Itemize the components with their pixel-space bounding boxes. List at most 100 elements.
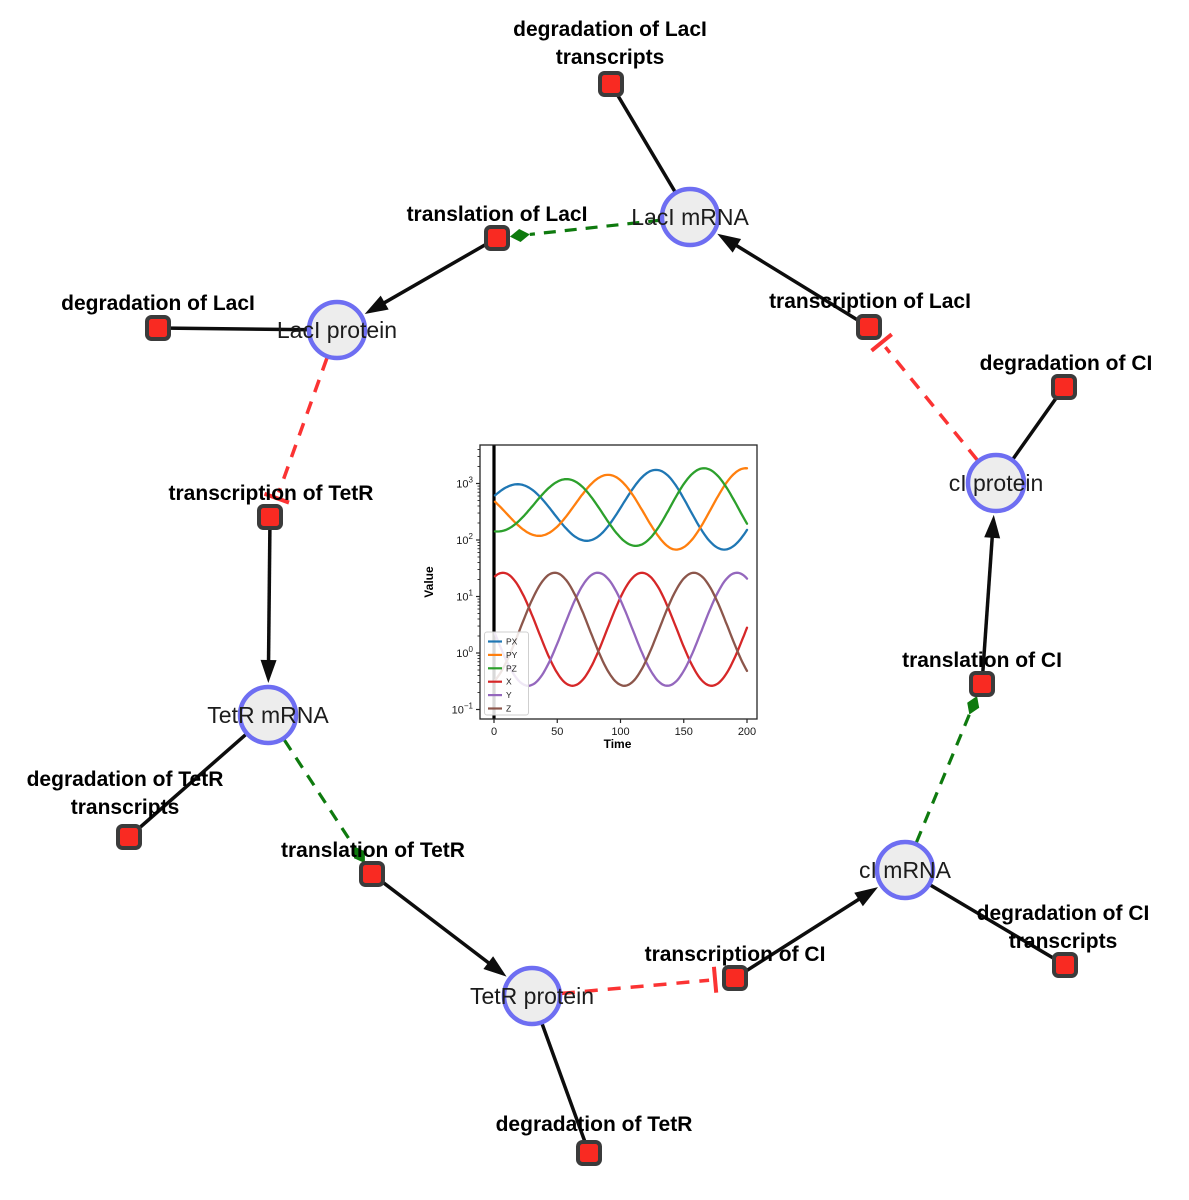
reaction-label-deg-ci-tx-line-0: degradation of CI <box>977 902 1150 925</box>
series-line-Z <box>493 571 749 687</box>
edge-trans-ci-to-ci-protein <box>980 531 995 685</box>
reaction-node-trans-ci <box>969 671 995 697</box>
reaction-node-deg-ci <box>1051 374 1077 400</box>
reaction-node-trans-tetr <box>359 861 385 887</box>
species-node-tetr-mrna <box>237 684 299 746</box>
legend-entry-PZ: PZ <box>488 663 517 673</box>
y-tick-label: 101 <box>456 589 473 604</box>
reaction-node-txn-ci <box>722 965 748 991</box>
modifier-arrowhead-tetr-mrna-mod-trans-tetr <box>353 846 365 864</box>
reaction-node-deg-laci-tx <box>598 71 624 97</box>
reaction-label-deg-ci-line-0: degradation of CI <box>980 352 1153 375</box>
x-tick-label: 0 <box>491 726 497 738</box>
reaction-node-deg-tetr-tx <box>116 824 142 850</box>
legend-entry-Z: Z <box>488 704 511 714</box>
reaction-label-txn-laci-line-0: transcription of LacI <box>769 290 971 313</box>
arrowhead-trans-laci-to-laci-protein <box>364 295 389 315</box>
series-line-PY <box>493 467 749 551</box>
xaxis-title: Time <box>604 737 632 751</box>
y-tick-exponent: 2 <box>469 532 474 541</box>
edge-tetr-mrna-mod-trans-tetr <box>283 739 356 848</box>
legend-entry-PY: PY <box>488 650 518 660</box>
reaction-node-deg-laci <box>145 315 171 341</box>
arrowhead-trans-tetr-to-tetr-protein <box>483 956 507 977</box>
species-label-tetr-mrna: TetR mRNA <box>207 702 329 728</box>
x-tick-label: 50 <box>551 726 563 738</box>
species-node-laci-protein <box>306 299 368 361</box>
edge-ci-protein-inh-txn-laci <box>884 346 979 461</box>
inhibition-tee-laci-protein-inh-txn-tetr <box>263 491 290 505</box>
series-line-X <box>493 571 749 687</box>
series-line-PZ <box>493 467 749 548</box>
reaction-label-deg-laci-line-0: degradation of LacI <box>61 292 255 315</box>
edge-txn-tetr-to-tetr-mrna <box>266 516 272 667</box>
edge-tetr-protein-inh-txn-ci <box>561 978 710 996</box>
species-node-tetr-protein <box>501 965 563 1027</box>
reaction-label-trans-ci-line-0: translation of CI <box>902 649 1062 672</box>
reaction-label-deg-tetr-line-0: degradation of TetR <box>496 1113 693 1136</box>
reaction-label-deg-laci-tx-line-0: degradation of LacI <box>513 18 707 41</box>
legend-label-Y: Y <box>506 690 512 700</box>
species-node-laci-mrna <box>659 186 721 248</box>
species-label-tetr-protein: TetR protein <box>470 983 594 1009</box>
reaction-node-deg-ci-tx <box>1052 952 1078 978</box>
legend-entry-Y: Y <box>488 690 512 700</box>
legend-label-X: X <box>506 677 512 687</box>
nodes-layer <box>116 71 1078 1166</box>
series-line-Y <box>493 571 749 687</box>
edge-ci-mrna-to-deg-ci-tx <box>904 868 1066 967</box>
edge-laci-mrna-mod-trans-laci <box>529 218 661 237</box>
arrowhead-txn-laci-to-laci-mrna <box>717 233 742 253</box>
species-label-ci-mrna: cI mRNA <box>859 857 952 883</box>
species-label-laci-mrna: LacI mRNA <box>631 204 749 230</box>
y-tick-exponent: 3 <box>469 476 474 485</box>
legend-label-PX: PX <box>506 637 518 647</box>
inhibition-tee-ci-protein-inh-txn-laci <box>870 332 893 353</box>
x-tick-label: 100 <box>611 726 629 738</box>
edge-txn-laci-to-laci-mrna <box>730 241 870 329</box>
reaction-node-txn-tetr <box>257 504 283 530</box>
series-line-PX <box>493 468 749 551</box>
arrowhead-trans-ci-to-ci-protein <box>984 514 1001 539</box>
legend-label-PY: PY <box>506 650 518 660</box>
reaction-node-deg-tetr <box>576 1140 602 1166</box>
legend-label-PZ: PZ <box>506 663 517 673</box>
y-tick-exponent: 0 <box>469 645 474 654</box>
reaction-label-deg-laci-tx-line-1: transcripts <box>556 46 665 69</box>
edge-trans-laci-to-laci-protein <box>378 236 498 308</box>
edge-ci-mrna-mod-trans-ci <box>914 713 971 843</box>
arrowhead-txn-ci-to-ci-mrna <box>854 887 878 907</box>
y-tick-label: 100 <box>456 645 473 660</box>
species-label-laci-protein: LacI protein <box>277 317 397 343</box>
reaction-node-txn-laci <box>856 314 882 340</box>
legend-entry-PX: PX <box>488 637 518 647</box>
reaction-label-trans-laci-line-0: translation of LacI <box>407 203 588 226</box>
arrowhead-txn-tetr-to-tetr-mrna <box>260 659 277 684</box>
reaction-node-trans-laci <box>484 225 510 251</box>
edge-heads-layer <box>260 229 1001 993</box>
labels-layer: degradation of LacI transcripts translatio… <box>27 18 1153 1136</box>
species-label-ci-protein: cI protein <box>949 470 1044 496</box>
x-tick-label: 200 <box>738 726 756 738</box>
plot-frame <box>479 444 758 720</box>
edge-txn-ci-to-ci-mrna <box>734 894 865 980</box>
reaction-label-txn-ci-line-0: transcription of CI <box>645 943 826 966</box>
legend-entry-X: X <box>488 677 512 687</box>
legend-label-Z: Z <box>506 704 511 714</box>
series-curves <box>493 467 749 687</box>
edge-trans-tetr-to-tetr-protein <box>370 872 495 968</box>
y-tick-exponent: 1 <box>469 589 474 598</box>
y-tick-exponent: −1 <box>464 702 474 711</box>
reaction-label-deg-tetr-tx-line-1: transcripts <box>71 796 180 819</box>
y-tick-label: 102 <box>456 532 473 547</box>
y-tick-label: 10−1 <box>452 702 474 717</box>
y-tick-label: 103 <box>456 476 473 491</box>
inset-chart: 0 50 100 150 20010−1100101102103TimeValuePXP… <box>422 444 758 751</box>
edge-tetr-mrna-to-deg-tetr-tx <box>127 713 270 839</box>
reaction-label-deg-ci-tx-line-1: transcripts <box>1009 930 1118 953</box>
x-tick-label: 150 <box>675 726 693 738</box>
reaction-label-trans-tetr-line-0: translation of TetR <box>281 839 465 862</box>
legend: PX PY PZ XYZ <box>484 631 529 716</box>
